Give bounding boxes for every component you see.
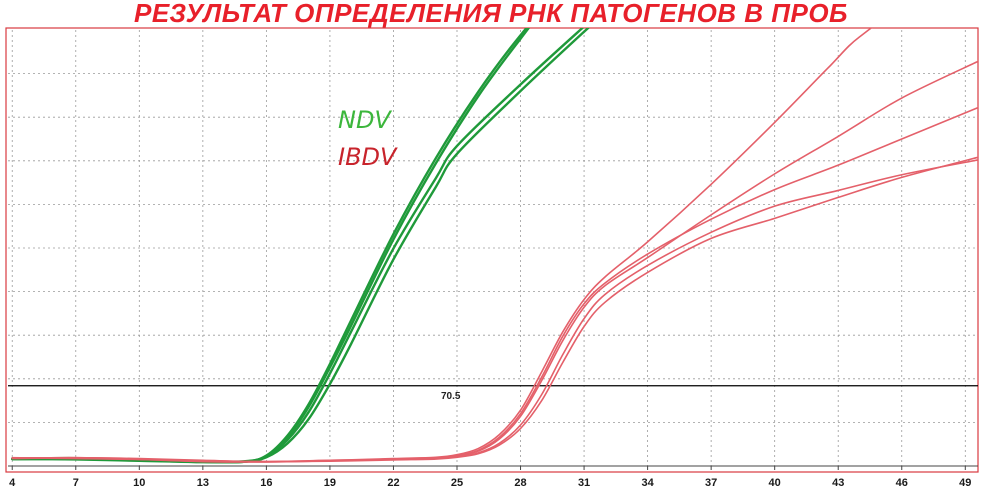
x-tick-label: 25 [451,477,463,489]
series-line-ibdv-4 [11,159,978,463]
x-tick-label: 46 [896,477,908,489]
series-line-ibdv-8 [11,28,873,463]
legend-label-ndv: NDV [338,106,392,134]
x-tick-label: 40 [769,477,781,489]
legend-label-ibdv: IBDV [338,143,398,171]
threshold-label: 70.5 [441,391,461,402]
series-line-ndv-1 [11,28,590,464]
x-tick-label: 49 [959,477,971,489]
threshold: 70.5 [8,385,978,402]
x-tick-label: 22 [387,477,399,489]
series-group [11,28,978,464]
grid [8,30,978,466]
x-tick-label: 19 [324,477,336,489]
plot-border [5,27,979,473]
x-tick-label: 34 [641,477,654,489]
series-line-ibdv-5 [11,156,978,463]
legend: NDV IBDV [338,106,398,171]
x-tick-label: 28 [514,477,526,489]
chart-title: РЕЗУЛЬТАТ ОПРЕДЕЛЕНИЯ РНК ПАТОГЕНОВ В ПР… [134,0,848,28]
x-tick-label: 7 [73,477,79,489]
x-tick-label: 10 [133,477,145,489]
x-tick-label: 31 [578,477,590,489]
x-tick-label: 4 [9,477,16,489]
x-tick-label: 43 [832,477,844,489]
series-line-ndv-0 [11,28,585,464]
x-tick-label: 13 [197,477,209,489]
x-axis: 4 7 10 13 16 19 22 25 28 31 34 37 40 43 46 49 [8,465,978,489]
header: РЕЗУЛЬТАТ ОПРЕДЕЛЕНИЯ РНК ПАТОГЕНОВ В ПР… [134,0,848,28]
x-tick-label: 16 [260,477,272,489]
series-line-ibdv-7 [11,60,978,463]
x-tick-label: 37 [705,477,717,489]
